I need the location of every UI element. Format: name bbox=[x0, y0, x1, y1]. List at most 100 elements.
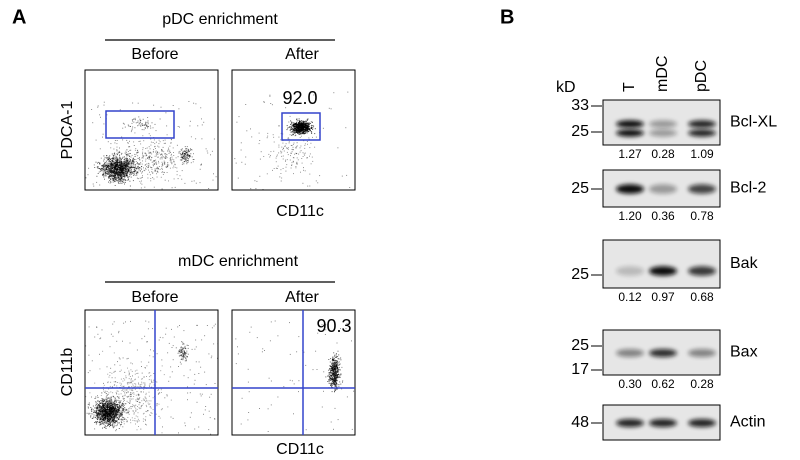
event-dot bbox=[113, 408, 114, 409]
event-dot bbox=[115, 165, 116, 166]
event-dot bbox=[299, 118, 300, 119]
event-dot bbox=[165, 140, 166, 141]
event-dot bbox=[147, 127, 148, 128]
event-dot bbox=[112, 170, 113, 171]
event-dot bbox=[90, 407, 91, 408]
event-dot bbox=[109, 171, 110, 172]
event-dot bbox=[139, 404, 140, 405]
event-dot bbox=[155, 148, 156, 149]
event-dot bbox=[120, 359, 121, 360]
event-dot bbox=[103, 134, 104, 135]
event-dot bbox=[296, 123, 297, 124]
event-dot bbox=[305, 132, 306, 133]
event-dot bbox=[125, 375, 126, 376]
event-dot bbox=[301, 136, 302, 137]
event-dot bbox=[170, 377, 171, 378]
event-dot bbox=[120, 165, 121, 166]
event-dot bbox=[97, 410, 98, 411]
event-dot bbox=[296, 131, 297, 132]
event-dot bbox=[347, 92, 348, 93]
event-dot bbox=[123, 164, 124, 165]
event-dot bbox=[153, 382, 154, 383]
event-dot bbox=[303, 122, 304, 123]
event-dot bbox=[126, 168, 127, 169]
event-dot bbox=[117, 140, 118, 141]
event-dot bbox=[294, 128, 295, 129]
event-dot bbox=[149, 400, 150, 401]
event-dot bbox=[122, 177, 123, 178]
event-dot bbox=[108, 167, 109, 168]
event-dot bbox=[129, 414, 130, 415]
event-dot bbox=[120, 383, 121, 384]
event-dot bbox=[119, 159, 120, 160]
event-dot bbox=[288, 137, 289, 138]
event-dot bbox=[105, 421, 106, 422]
event-dot bbox=[126, 158, 127, 159]
event-dot bbox=[153, 397, 154, 398]
event-dot bbox=[172, 347, 173, 348]
event-dot bbox=[127, 384, 128, 385]
event-dot bbox=[155, 168, 156, 169]
event-dot bbox=[335, 381, 336, 382]
event-dot bbox=[167, 165, 168, 166]
event-dot bbox=[162, 188, 163, 189]
event-dot bbox=[199, 361, 200, 362]
event-dot bbox=[290, 120, 291, 121]
event-dot bbox=[288, 147, 289, 148]
event-dot bbox=[187, 158, 188, 159]
event-dot bbox=[170, 157, 171, 158]
event-dot bbox=[156, 405, 157, 406]
event-dot bbox=[137, 416, 138, 417]
event-dot bbox=[173, 155, 174, 156]
event-dot bbox=[104, 422, 105, 423]
event-dot bbox=[314, 133, 315, 134]
event-dot bbox=[116, 156, 117, 157]
event-dot bbox=[147, 122, 148, 123]
event-dot bbox=[125, 161, 126, 162]
event-dot bbox=[118, 400, 119, 401]
event-dot bbox=[111, 373, 112, 374]
event-dot bbox=[127, 368, 128, 369]
event-dot bbox=[186, 156, 187, 157]
event-dot bbox=[104, 385, 105, 386]
event-dot bbox=[267, 137, 268, 138]
event-dot bbox=[148, 123, 149, 124]
event-dot bbox=[145, 419, 146, 420]
event-dot bbox=[214, 325, 215, 326]
event-dot bbox=[327, 381, 328, 382]
event-dot bbox=[104, 403, 105, 404]
event-dot bbox=[121, 416, 122, 417]
event-dot bbox=[129, 378, 130, 379]
event-dot bbox=[114, 179, 115, 180]
event-dot bbox=[105, 413, 106, 414]
event-dot bbox=[105, 418, 106, 419]
event-dot bbox=[118, 165, 119, 166]
event-dot bbox=[102, 419, 103, 420]
event-dot bbox=[104, 417, 105, 418]
event-dot bbox=[135, 118, 136, 119]
event-dot bbox=[131, 170, 132, 171]
event-dot bbox=[115, 412, 116, 413]
event-dot bbox=[126, 152, 127, 153]
event-dot bbox=[157, 152, 158, 153]
event-dot bbox=[303, 128, 304, 129]
event-dot bbox=[119, 398, 120, 399]
event-dot bbox=[108, 402, 109, 403]
event-dot bbox=[134, 420, 135, 421]
event-dot bbox=[117, 154, 118, 155]
event-dot bbox=[123, 175, 124, 176]
event-dot bbox=[110, 391, 111, 392]
event-dot bbox=[327, 376, 328, 377]
event-dot bbox=[167, 352, 168, 353]
event-dot bbox=[143, 399, 144, 400]
event-dot bbox=[337, 380, 338, 381]
event-dot bbox=[149, 379, 150, 380]
event-dot bbox=[140, 125, 141, 126]
event-dot bbox=[146, 341, 147, 342]
event-dot bbox=[143, 157, 144, 158]
event-dot bbox=[135, 411, 136, 412]
event-dot bbox=[161, 154, 162, 155]
event-dot bbox=[246, 130, 247, 131]
event-dot bbox=[111, 401, 112, 402]
event-dot bbox=[287, 148, 288, 149]
